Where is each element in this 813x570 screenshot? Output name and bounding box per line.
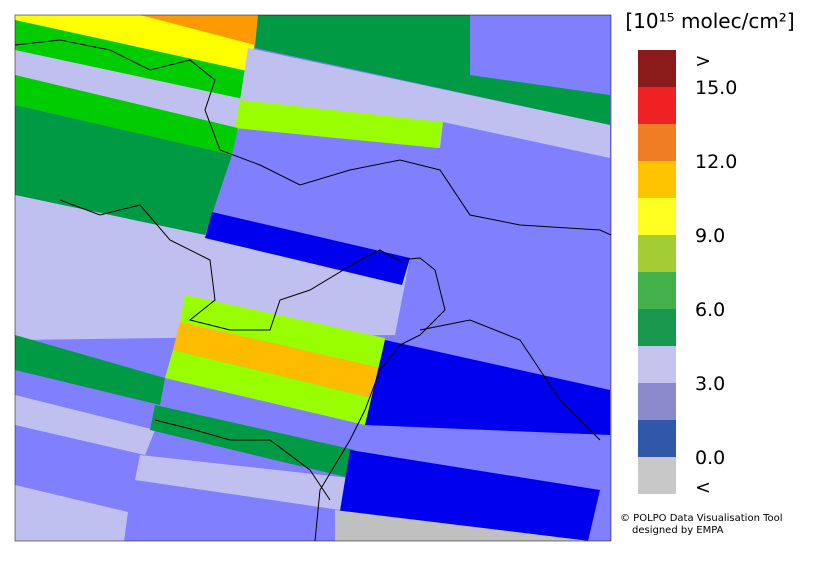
border-line (59, 199, 446, 346)
colorbar-box (638, 235, 676, 272)
coastline (419, 319, 601, 441)
colorbar-box (638, 383, 676, 420)
border-line (15, 39, 611, 236)
swath (15, 75, 238, 155)
credit-line: designed by EMPA (632, 525, 724, 536)
colorbar-label: 12.0 (695, 151, 737, 173)
swath (15, 20, 252, 100)
colorbar-box (638, 50, 676, 87)
swath (15, 335, 165, 405)
swath (150, 405, 355, 478)
map-area (15, 15, 611, 541)
colorbar-label: 3.0 (695, 373, 725, 395)
swath (15, 395, 155, 455)
swath (205, 212, 410, 285)
colorbar-label: < (695, 477, 711, 499)
swath (135, 455, 350, 510)
colorbar-box (638, 124, 676, 161)
swath (240, 48, 610, 158)
colorbar-label: 15.0 (695, 77, 737, 99)
colorbar-box (638, 87, 676, 124)
colorbar-label: 6.0 (695, 299, 725, 321)
coastline (154, 419, 331, 501)
swath (15, 50, 248, 130)
swath (365, 340, 610, 435)
coastline (314, 344, 401, 541)
swath (173, 322, 380, 398)
colorbar-label: 9.0 (695, 225, 725, 247)
colorbar-label: 0.0 (695, 447, 725, 469)
swath (15, 195, 410, 340)
swath (15, 485, 128, 541)
map-frame (14, 14, 612, 542)
credit-line: © POLPO Data Visualisation Tool (620, 513, 783, 524)
colorbar-box (638, 457, 676, 494)
swath (255, 15, 610, 125)
colorbar-box (638, 346, 676, 383)
swath (235, 100, 443, 148)
swath (335, 510, 590, 541)
colorbar-label: > (695, 50, 711, 72)
swath (15, 105, 232, 235)
swath (165, 350, 372, 425)
colorbar: >15.0 12.0 9.0 6.0 3.0 0.0 < (638, 50, 737, 499)
legend-title: [10¹⁵ molec/cm²] (625, 9, 794, 33)
colorbar-box (638, 161, 676, 198)
swath (140, 15, 258, 45)
colorbar-box (638, 272, 676, 309)
swath (180, 295, 385, 368)
colorbar-box (638, 309, 676, 346)
colorbar-box (638, 198, 676, 235)
colorbar-box (638, 420, 676, 457)
